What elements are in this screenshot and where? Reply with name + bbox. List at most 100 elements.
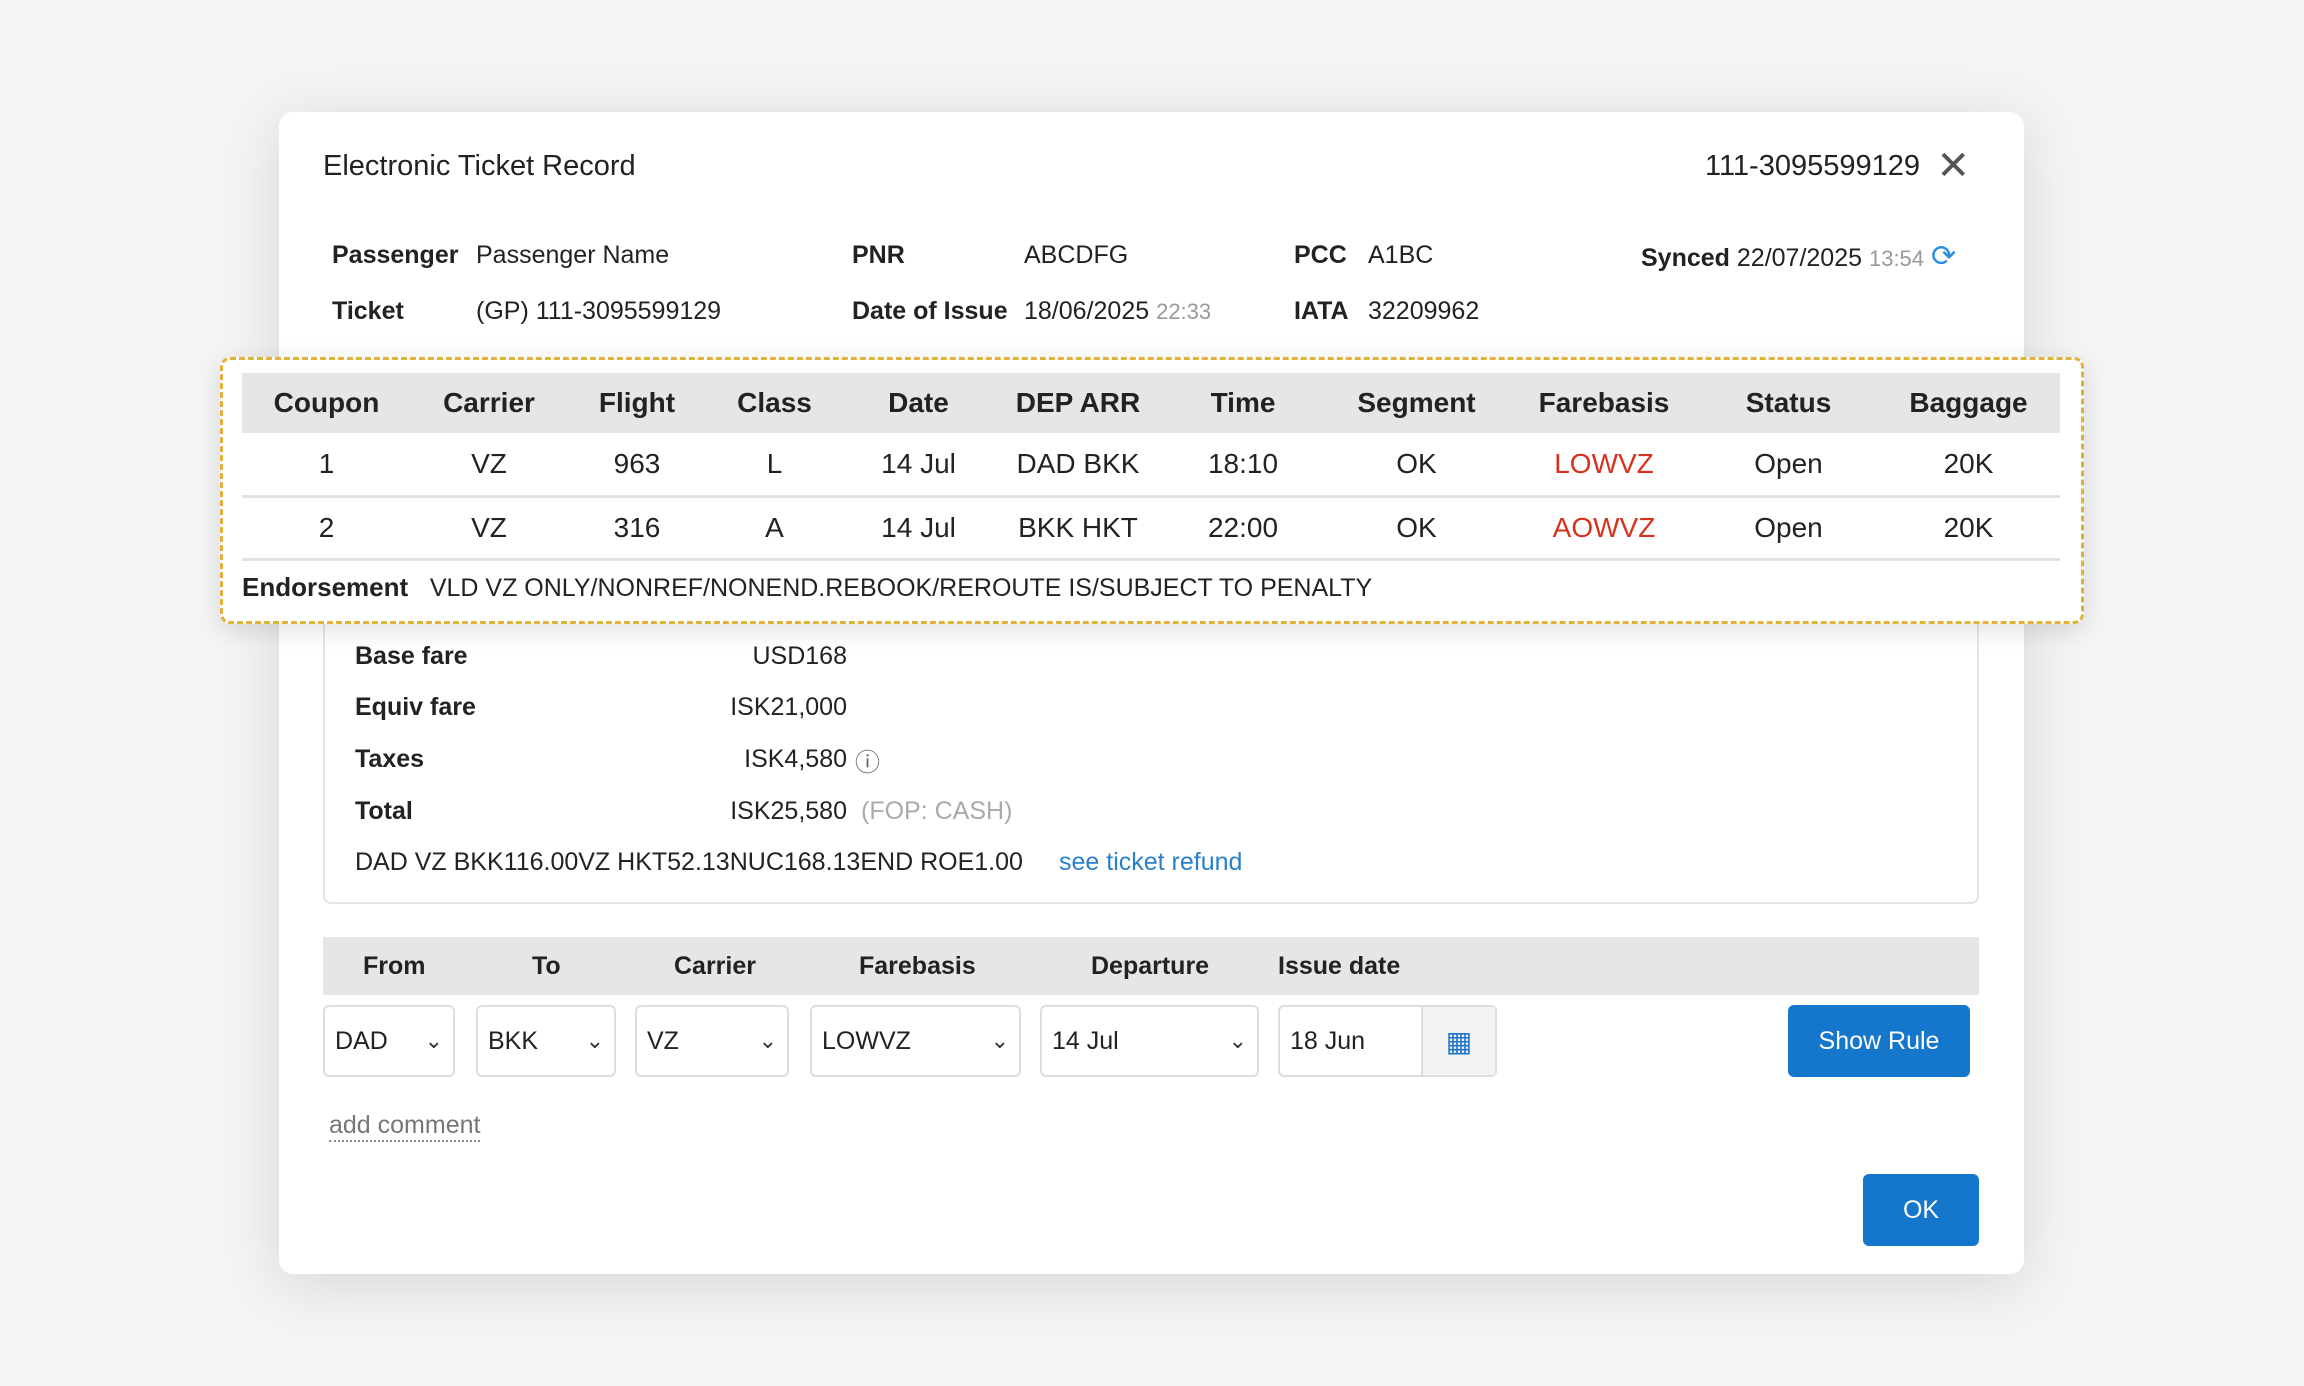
issue-label: Date of Issue <box>852 297 1008 325</box>
col-time: Time <box>1161 373 1325 433</box>
total-label: Total <box>355 797 413 825</box>
close-icon[interactable]: ✕ <box>1936 144 1970 188</box>
col-dep-arr: DEP ARR <box>995 373 1161 433</box>
cell-segment: OK <box>1325 433 1508 498</box>
ticket-label: Ticket <box>332 297 404 325</box>
total-value: ISK25,580 <box>730 797 847 825</box>
col-flight: Flight <box>567 373 707 433</box>
departure-value: 14 Jul <box>1052 1026 1119 1055</box>
cell-farebasis[interactable]: AOWVZ <box>1508 496 1700 561</box>
cell-time: 18:10 <box>1161 433 1325 498</box>
calendar-icon[interactable]: ▦ <box>1421 1007 1495 1075</box>
fare-details: Base fare USD168 Equiv fare ISK21,000 Ta… <box>323 624 1979 904</box>
chevron-down-icon: ⌄ <box>1228 1028 1247 1053</box>
ticket-number: 111-3095599129 <box>1704 150 1920 182</box>
issue-value: 18/06/2025 22:33 <box>1024 297 1211 326</box>
cell-coupon: 1 <box>242 433 411 498</box>
col-baggage: Baggage <box>1877 373 2060 433</box>
carrier-select[interactable]: VZ ⌄ <box>635 1005 789 1077</box>
add-comment-link[interactable]: add comment <box>329 1111 481 1142</box>
cell-baggage: 20K <box>1877 433 2060 498</box>
cell-class: L <box>707 433 842 498</box>
col-segment: Segment <box>1325 373 1508 433</box>
cell-status: Open <box>1700 496 1877 561</box>
pnr-label: PNR <box>852 241 905 269</box>
cell-farebasis[interactable]: LOWVZ <box>1508 433 1700 498</box>
cell-class: A <box>707 496 842 561</box>
cell-flight: 963 <box>567 433 707 498</box>
cell-flight: 316 <box>567 496 707 561</box>
issue-date-value: 18 Jun <box>1290 1026 1366 1055</box>
cell-segment: OK <box>1325 496 1508 561</box>
modal-title: Electronic Ticket Record <box>323 150 636 182</box>
passenger-value: Passenger Name <box>476 241 670 269</box>
equiv-fare-label: Equiv fare <box>355 693 476 721</box>
iata-value: 32209962 <box>1368 297 1480 325</box>
cell-baggage: 20K <box>1877 496 2060 561</box>
table-header-row: Coupon Carrier Flight Class Date DEP ARR… <box>242 373 2060 433</box>
rule-header-from: From <box>363 952 426 980</box>
cell-date: 14 Jul <box>842 496 995 561</box>
from-value: DAD <box>335 1026 388 1055</box>
rule-header-departure: Departure <box>1091 952 1210 980</box>
rule-header-to: To <box>532 952 561 980</box>
rule-header-farebasis: Farebasis <box>859 952 976 980</box>
endorsement-label: Endorsement <box>242 572 409 602</box>
col-carrier: Carrier <box>411 373 567 433</box>
ticket-record-modal: Electronic Ticket Record 111-3095599129 … <box>279 112 2024 1274</box>
fop-value: (FOP: CASH) <box>861 797 1013 825</box>
base-fare-value: USD168 <box>752 642 848 670</box>
info-icon[interactable]: ⓘ <box>855 749 881 777</box>
highlighted-segments-panel: Coupon Carrier Flight Class Date DEP ARR… <box>220 357 2084 624</box>
fare-calc: DAD VZ BKK116.00VZ HKT52.13NUC168.13END … <box>355 848 1023 876</box>
passenger-label: Passenger <box>332 241 459 269</box>
cell-dep-arr: DAD BKK <box>995 433 1161 498</box>
chevron-down-icon: ⌄ <box>424 1028 443 1053</box>
endorsement-text: VLD VZ ONLY/NONREF/NONEND.REBOOK/REROUTE… <box>429 574 1373 602</box>
to-value: BKK <box>488 1026 539 1055</box>
ok-button[interactable]: OK <box>1863 1174 1979 1246</box>
synced-label: Synced <box>1641 244 1730 272</box>
see-ticket-refund-link[interactable]: see ticket refund <box>1059 848 1243 876</box>
cell-status: Open <box>1700 433 1877 498</box>
to-select[interactable]: BKK ⌄ <box>476 1005 616 1077</box>
cell-time: 22:00 <box>1161 496 1325 561</box>
departure-select[interactable]: 14 Jul ⌄ <box>1040 1005 1259 1077</box>
farebasis-select[interactable]: LOWVZ ⌄ <box>810 1005 1021 1077</box>
taxes-label: Taxes <box>355 745 425 773</box>
table-row: 2 VZ 316 A 14 Jul BKK HKT 22:00 OK AOWVZ… <box>242 496 2060 561</box>
table-row: 1 VZ 963 L 14 Jul DAD BKK 18:10 OK LOWVZ… <box>242 433 2060 498</box>
issue-time: 22:33 <box>1156 299 1212 324</box>
pcc-label: PCC <box>1294 241 1347 269</box>
col-status: Status <box>1700 373 1877 433</box>
rule-header-issue-date: Issue date <box>1278 952 1401 980</box>
issue-date: 18/06/2025 <box>1024 297 1150 325</box>
col-farebasis: Farebasis <box>1508 373 1700 433</box>
rule-header: From To Carrier Farebasis Departure Issu… <box>323 937 1979 995</box>
cell-coupon: 2 <box>242 496 411 561</box>
endorsement: Endorsement VLD VZ ONLY/NONREF/NONEND.RE… <box>242 572 1372 603</box>
carrier-value: VZ <box>647 1026 679 1055</box>
show-rule-button[interactable]: Show Rule <box>1788 1005 1970 1077</box>
cell-date: 14 Jul <box>842 433 995 498</box>
col-class: Class <box>707 373 842 433</box>
pnr-value: ABCDFG <box>1024 241 1129 269</box>
refresh-icon[interactable]: ⟳ <box>1930 240 1957 273</box>
chevron-down-icon: ⌄ <box>585 1028 604 1053</box>
ticket-value: (GP) 111-3095599129 <box>476 297 722 325</box>
cell-dep-arr: BKK HKT <box>995 496 1161 561</box>
synced-date: 22/07/2025 <box>1736 244 1863 272</box>
rule-header-carrier: Carrier <box>674 952 756 980</box>
taxes-value: ISK4,580 <box>744 745 847 773</box>
issue-date-input[interactable]: 18 Jun ▦ <box>1278 1005 1497 1077</box>
synced-status: Synced 22/07/2025 13:54 ⟳ <box>1641 239 1956 274</box>
cell-carrier: VZ <box>411 496 567 561</box>
iata-label: IATA <box>1294 297 1349 325</box>
from-select[interactable]: DAD ⌄ <box>323 1005 455 1077</box>
equiv-fare-value: ISK21,000 <box>730 693 847 721</box>
chevron-down-icon: ⌄ <box>758 1028 777 1053</box>
farebasis-value: LOWVZ <box>822 1026 911 1055</box>
col-date: Date <box>842 373 995 433</box>
base-fare-label: Base fare <box>355 642 468 670</box>
chevron-down-icon: ⌄ <box>990 1028 1009 1053</box>
